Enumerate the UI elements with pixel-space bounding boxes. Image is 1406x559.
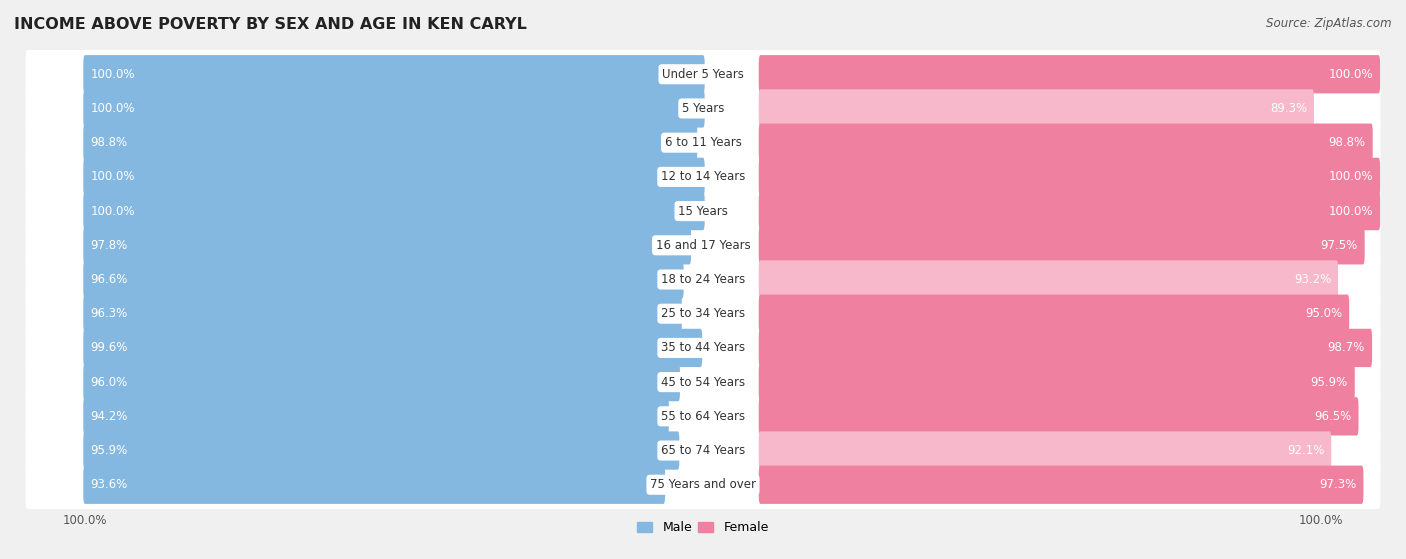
Text: 75 Years and over: 75 Years and over [650,479,756,491]
FancyBboxPatch shape [759,466,1364,504]
Legend: Male, Female: Male, Female [633,516,773,539]
FancyBboxPatch shape [25,119,1381,167]
Text: 35 to 44 Years: 35 to 44 Years [661,342,745,354]
FancyBboxPatch shape [25,221,1381,269]
Text: 16 and 17 Years: 16 and 17 Years [655,239,751,252]
Text: 100.0%: 100.0% [90,170,135,183]
FancyBboxPatch shape [759,363,1355,401]
FancyBboxPatch shape [25,255,1381,304]
FancyBboxPatch shape [759,89,1315,127]
Text: 98.7%: 98.7% [1327,342,1365,354]
FancyBboxPatch shape [83,226,692,264]
Text: 98.8%: 98.8% [90,136,128,149]
Text: 96.5%: 96.5% [1315,410,1351,423]
FancyBboxPatch shape [759,226,1365,264]
Text: 96.3%: 96.3% [90,307,128,320]
Text: 98.8%: 98.8% [1329,136,1365,149]
FancyBboxPatch shape [83,363,681,401]
FancyBboxPatch shape [759,124,1372,162]
FancyBboxPatch shape [25,290,1381,338]
FancyBboxPatch shape [759,158,1381,196]
Text: 89.3%: 89.3% [1270,102,1308,115]
Text: 100.0%: 100.0% [1329,68,1374,80]
FancyBboxPatch shape [25,84,1381,132]
Text: 18 to 24 Years: 18 to 24 Years [661,273,745,286]
FancyBboxPatch shape [25,461,1381,509]
Text: 100.0%: 100.0% [1329,205,1374,217]
FancyBboxPatch shape [25,392,1381,440]
FancyBboxPatch shape [25,153,1381,201]
FancyBboxPatch shape [25,187,1381,235]
FancyBboxPatch shape [25,358,1381,406]
FancyBboxPatch shape [83,260,683,299]
Text: 100.0%: 100.0% [1329,170,1374,183]
Text: 95.0%: 95.0% [1305,307,1343,320]
Text: 5 Years: 5 Years [682,102,724,115]
Text: 92.1%: 92.1% [1286,444,1324,457]
FancyBboxPatch shape [759,260,1339,299]
FancyBboxPatch shape [83,192,704,230]
FancyBboxPatch shape [83,89,704,127]
Text: 96.0%: 96.0% [90,376,128,389]
Text: 6 to 11 Years: 6 to 11 Years [665,136,741,149]
Text: 95.9%: 95.9% [1310,376,1348,389]
FancyBboxPatch shape [83,466,665,504]
Text: 93.6%: 93.6% [90,479,128,491]
Text: INCOME ABOVE POVERTY BY SEX AND AGE IN KEN CARYL: INCOME ABOVE POVERTY BY SEX AND AGE IN K… [14,17,527,32]
FancyBboxPatch shape [25,324,1381,372]
FancyBboxPatch shape [83,329,702,367]
Text: 25 to 34 Years: 25 to 34 Years [661,307,745,320]
FancyBboxPatch shape [759,329,1372,367]
FancyBboxPatch shape [83,55,704,93]
FancyBboxPatch shape [83,295,682,333]
FancyBboxPatch shape [759,432,1331,470]
Text: 100.0%: 100.0% [90,68,135,80]
Text: 97.5%: 97.5% [1320,239,1358,252]
Text: Under 5 Years: Under 5 Years [662,68,744,80]
Text: 100.0%: 100.0% [90,205,135,217]
FancyBboxPatch shape [83,397,669,435]
FancyBboxPatch shape [25,427,1381,475]
Text: 94.2%: 94.2% [90,410,128,423]
Text: 95.9%: 95.9% [90,444,128,457]
Text: 99.6%: 99.6% [90,342,128,354]
Text: 12 to 14 Years: 12 to 14 Years [661,170,745,183]
FancyBboxPatch shape [759,295,1350,333]
Text: 100.0%: 100.0% [90,102,135,115]
FancyBboxPatch shape [759,55,1381,93]
Text: 93.2%: 93.2% [1294,273,1331,286]
Text: 45 to 54 Years: 45 to 54 Years [661,376,745,389]
FancyBboxPatch shape [83,124,697,162]
Text: 65 to 74 Years: 65 to 74 Years [661,444,745,457]
Text: 97.3%: 97.3% [1319,479,1357,491]
Text: 15 Years: 15 Years [678,205,728,217]
FancyBboxPatch shape [83,432,679,470]
Text: 55 to 64 Years: 55 to 64 Years [661,410,745,423]
Text: 96.6%: 96.6% [90,273,128,286]
FancyBboxPatch shape [25,50,1381,98]
Text: Source: ZipAtlas.com: Source: ZipAtlas.com [1267,17,1392,30]
FancyBboxPatch shape [759,397,1358,435]
FancyBboxPatch shape [759,192,1381,230]
FancyBboxPatch shape [83,158,704,196]
Text: 97.8%: 97.8% [90,239,128,252]
